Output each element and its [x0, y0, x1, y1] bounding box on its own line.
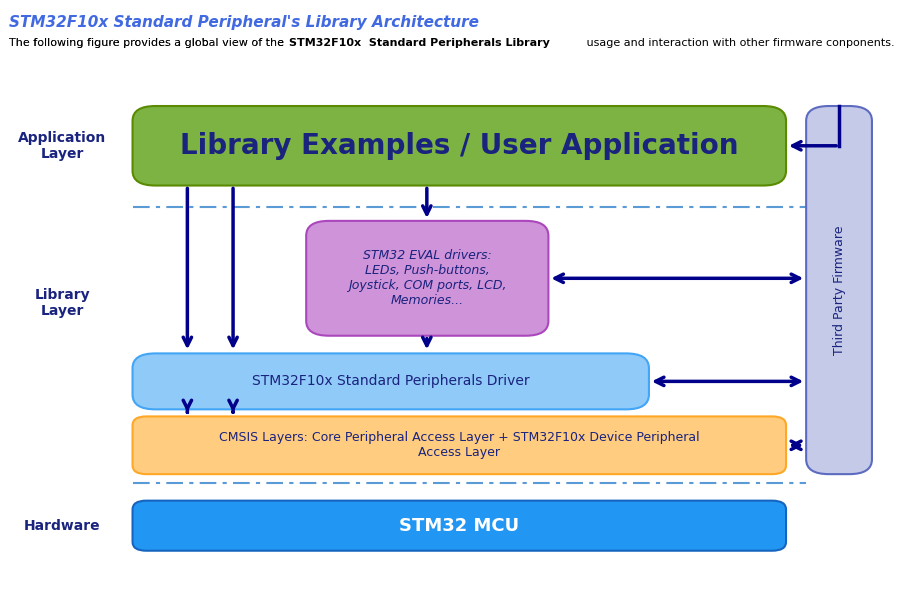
Text: Hardware: Hardware: [24, 519, 101, 533]
Text: The following figure provides a global view of the STM32F10x  Standard Periphera: The following figure provides a global v…: [9, 38, 585, 48]
Text: The following figure provides a global view of the: The following figure provides a global v…: [9, 38, 288, 48]
FancyBboxPatch shape: [806, 106, 872, 474]
Text: STM32F10x Standard Peripherals Driver: STM32F10x Standard Peripherals Driver: [252, 375, 529, 388]
Text: usage and interaction with other firmware conponents.: usage and interaction with other firmwar…: [583, 38, 895, 48]
FancyBboxPatch shape: [306, 221, 548, 336]
Text: The following figure provides a global view of the: The following figure provides a global v…: [9, 38, 288, 48]
FancyBboxPatch shape: [133, 416, 786, 474]
FancyBboxPatch shape: [133, 106, 786, 186]
Text: Application
Layer: Application Layer: [18, 131, 106, 161]
Text: Library
Layer: Library Layer: [35, 288, 90, 319]
FancyBboxPatch shape: [133, 501, 786, 551]
Text: STM32F10x  Standard Peripherals Library: STM32F10x Standard Peripherals Library: [289, 38, 549, 48]
Text: Library Examples / User Application: Library Examples / User Application: [180, 132, 739, 160]
Text: STM32F10x Standard Peripheral's Library Architecture: STM32F10x Standard Peripheral's Library …: [9, 15, 479, 29]
Text: Third Party Firmware: Third Party Firmware: [833, 226, 845, 355]
FancyBboxPatch shape: [133, 353, 649, 409]
Text: CMSIS Layers: Core Peripheral Access Layer + STM32F10x Device Peripheral
Access : CMSIS Layers: Core Peripheral Access Lay…: [219, 431, 699, 459]
Text: STM32 EVAL drivers:
LEDs, Push-buttons,
Joystick, COM ports, LCD,
Memories...: STM32 EVAL drivers: LEDs, Push-buttons, …: [348, 249, 506, 307]
Text: STM32 MCU: STM32 MCU: [399, 517, 519, 535]
